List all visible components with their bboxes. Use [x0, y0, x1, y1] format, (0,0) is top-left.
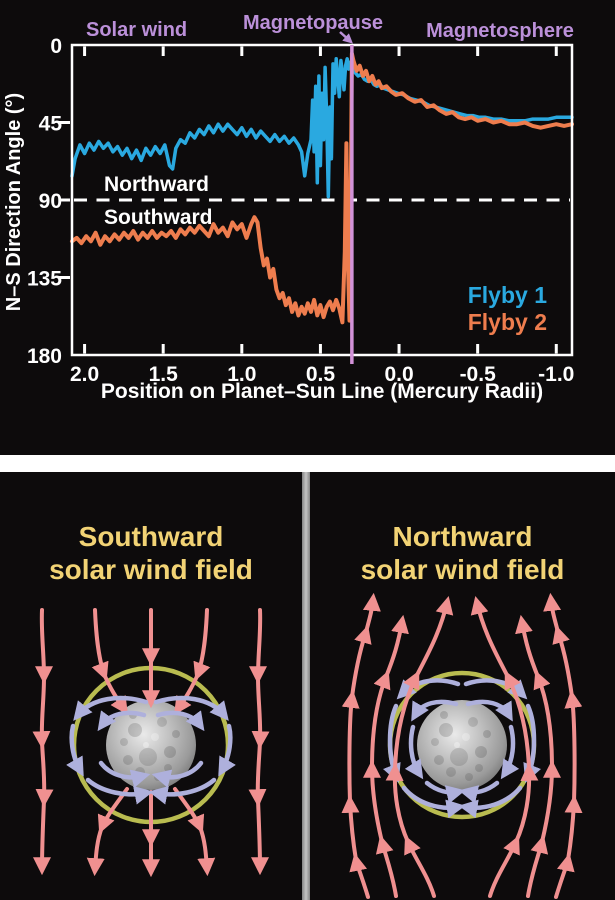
magnetospheric-field-arrows	[66, 695, 236, 805]
solar-wind-field-lines	[32, 608, 270, 878]
y-tick-label: 180	[27, 345, 62, 368]
legend-flyby1: Flyby 1	[468, 282, 547, 308]
mercury-image	[417, 700, 507, 790]
solar-wind-label: Solar wind	[86, 19, 187, 41]
magnetopause-pointer-arrow-icon	[339, 31, 353, 44]
magnetosphere-label: Magnetosphere	[426, 20, 574, 42]
x-tick-label: 0.0	[384, 363, 413, 386]
southward-diagram-panel: Southward solar wind field	[0, 472, 302, 900]
panel-divider-horizontal	[0, 455, 615, 472]
northward-field-diagram	[341, 592, 583, 899]
northward-panel-title: Northward solar wind field	[360, 521, 565, 585]
x-tick-label: 1.0	[227, 363, 256, 386]
y-tick-label: 0	[50, 35, 62, 58]
flyby2-trace	[70, 51, 574, 325]
y-tick-label: 135	[27, 268, 62, 291]
diagram-panels: Southward solar wind field	[0, 472, 615, 900]
magnetopause-label: Magnetopause	[243, 12, 383, 34]
x-tick-label: 0.5	[306, 363, 336, 386]
panel-divider-vertical	[302, 472, 310, 900]
plot-area: 2.0 1.5 1.0 0.5 0.0 -0.5 -1.0 0 45 90 135 180	[27, 35, 574, 386]
northward-label: Northward	[104, 173, 209, 196]
y-tick-label: 45	[39, 113, 63, 136]
northward-diagram-panel: Northward solar wind field	[310, 472, 615, 900]
x-axis-title: Position on Planet–Sun Line (Mercury Rad…	[101, 380, 543, 403]
flyby-chart-panel: Solar wind Magnetopause Magnetosphere N–…	[3, 12, 575, 403]
x-tick-label: 2.0	[70, 363, 99, 386]
x-tick-label: -0.5	[460, 363, 497, 386]
x-tick-label: 1.5	[149, 363, 179, 386]
y-axis-title: N–S Direction Angle (°)	[3, 93, 25, 311]
solar-wind-field-lines	[341, 592, 583, 899]
legend-flyby2: Flyby 2	[468, 309, 547, 335]
flyby-angle-chart: Solar wind Magnetopause Magnetosphere N–…	[3, 12, 574, 403]
x-tick-label: -1.0	[538, 363, 574, 386]
southward-field-diagram	[32, 608, 270, 878]
y-tick-label: 90	[39, 190, 62, 213]
plot-border	[70, 43, 574, 357]
southward-panel-title: Southward solar wind field	[49, 521, 253, 585]
southward-label: Southward	[104, 206, 213, 229]
